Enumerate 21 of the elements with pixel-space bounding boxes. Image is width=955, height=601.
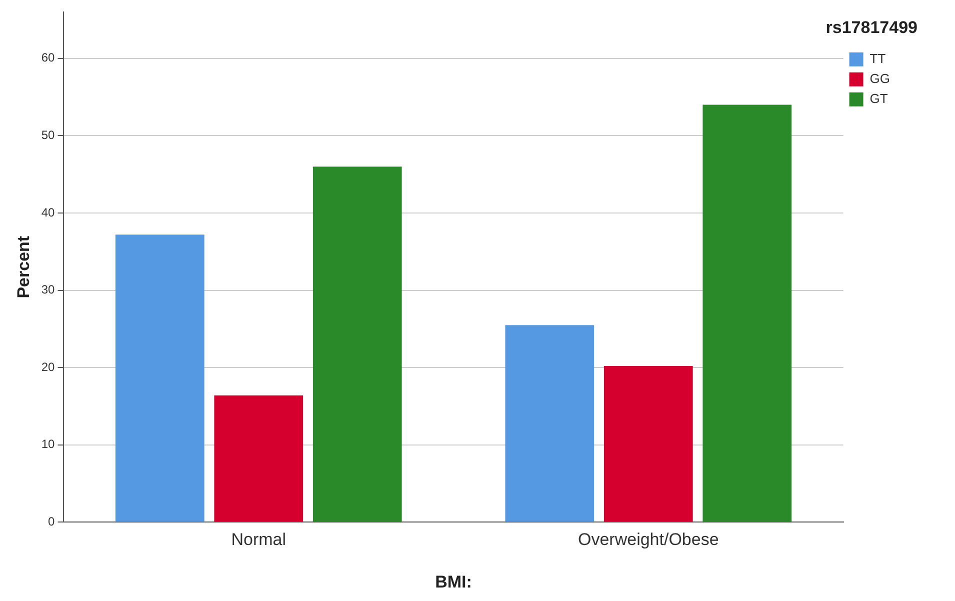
y-tick-label: 10 [41, 437, 56, 452]
legend-label: GT [870, 90, 888, 106]
bar [702, 104, 792, 522]
bar [214, 395, 304, 522]
y-axis-title: Percent [14, 236, 33, 298]
legend-title: rs17817499 [826, 18, 918, 38]
bar [115, 234, 204, 522]
y-tick-label: 30 [41, 282, 56, 297]
y-tick-label: 40 [41, 205, 56, 220]
y-tick-label: 60 [41, 50, 56, 65]
x-axis-title: BMI: [435, 572, 472, 592]
legend-label: TT [870, 50, 886, 66]
x-tick-label: Overweight/Obese [578, 530, 719, 550]
y-tick-label: 50 [41, 128, 56, 142]
y-tick-label: 20 [41, 360, 56, 374]
y-tick-label: 0 [48, 514, 56, 529]
legend-label: GG [870, 70, 890, 86]
bar [604, 366, 693, 522]
bar [312, 166, 402, 522]
bar [505, 325, 594, 522]
x-tick-label: Normal [231, 530, 286, 550]
